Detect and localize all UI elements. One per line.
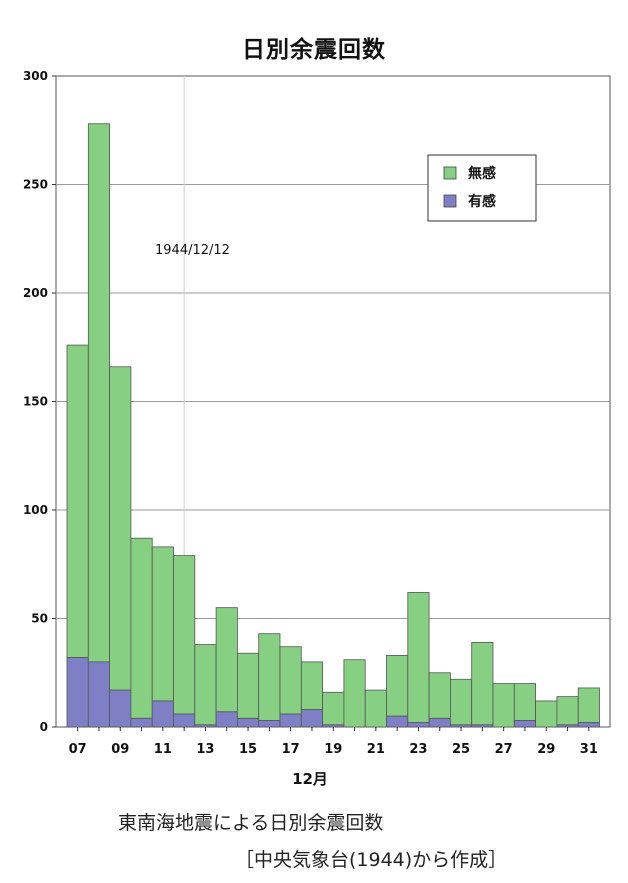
bar-unfelt [236, 652, 260, 719]
x-axis-label: 12月 [292, 770, 328, 788]
y-tick-label: 200 [23, 286, 48, 300]
bar-felt [215, 711, 238, 728]
bars [66, 123, 600, 728]
x-tick-label: 27 [495, 742, 513, 757]
bar-unfelt [513, 683, 536, 721]
bar-unfelt [173, 555, 196, 715]
x-tick-label: 17 [282, 742, 300, 757]
bar-unfelt [279, 646, 302, 715]
bar-felt [130, 717, 153, 728]
bar-unfelt [322, 691, 345, 726]
bar-felt [449, 724, 473, 728]
bar-unfelt [386, 654, 409, 717]
y-tick-label: 0 [40, 720, 48, 734]
bar-unfelt [556, 696, 579, 726]
bar-felt [173, 713, 196, 728]
caption-line-2: ［中央気象台(1944)から作成］ [235, 849, 508, 871]
x-tick-label: 15 [239, 742, 257, 757]
bar-unfelt [492, 683, 515, 728]
bar-felt [236, 717, 260, 728]
x-tick-label: 31 [580, 742, 598, 757]
aftershock-bar-chart: 0 50 100 150 200 250 300 07 09 11 13 15 17 19 21 23 25 27… [23, 69, 611, 788]
bar-unfelt [343, 659, 366, 728]
x-tick-label: 11 [154, 742, 172, 757]
bar-felt [87, 661, 111, 728]
x-tick-label: 07 [69, 742, 87, 757]
bar-unfelt [87, 123, 111, 663]
x-tick-label: 25 [452, 742, 470, 757]
axes: 0 50 100 150 200 250 300 07 09 11 13 15 17 19 21 23 25 27… [23, 69, 598, 757]
caption-line-1: 東南海地震による日別余震回数 [118, 812, 384, 834]
bar-unfelt [66, 344, 89, 658]
bar-felt [151, 700, 174, 728]
bar-unfelt [471, 641, 494, 726]
x-tick-label: 13 [196, 742, 214, 757]
bar-felt [577, 722, 600, 728]
bar-felt [428, 717, 451, 728]
bar-felt [194, 724, 217, 728]
legend-label: 無感 [468, 165, 496, 182]
y-tick-label: 150 [23, 395, 48, 409]
y-tick-label: 250 [23, 178, 48, 192]
bar-unfelt [130, 537, 153, 719]
bar-unfelt [449, 678, 473, 726]
y-tick-label: 300 [23, 69, 48, 83]
legend-swatch [443, 166, 457, 180]
bar-unfelt [258, 633, 281, 721]
x-tick-label: 19 [324, 742, 342, 757]
bar-unfelt [428, 672, 451, 719]
legend-label: 有感 [468, 193, 496, 210]
date-annotation: 1944/12/12 [155, 243, 230, 258]
bar-unfelt [151, 546, 174, 702]
bar-unfelt [194, 644, 217, 726]
y-tick-label: 50 [31, 612, 48, 626]
bar-felt [322, 724, 345, 728]
bar-felt [258, 720, 281, 728]
bar-felt [279, 713, 302, 728]
bar-unfelt [535, 700, 558, 728]
bar-unfelt [300, 661, 323, 711]
bar-felt [386, 715, 409, 728]
bar-felt [556, 724, 579, 728]
bar-felt [513, 720, 536, 728]
bar-felt [471, 724, 494, 728]
bar-felt [109, 689, 132, 728]
bar-unfelt [215, 607, 238, 713]
bar-unfelt [364, 689, 387, 728]
legend-box [427, 154, 537, 222]
bar-unfelt [577, 687, 600, 724]
bar-felt [407, 722, 430, 728]
chart-title: 日別余震回数 [242, 37, 386, 63]
x-tick-label: 21 [367, 742, 385, 757]
x-tick-label: 23 [409, 742, 427, 757]
x-tick-label: 29 [537, 742, 555, 757]
bar-unfelt [109, 366, 132, 691]
legend-swatch [443, 194, 457, 208]
bar-felt [300, 709, 323, 728]
bar-felt [66, 657, 89, 728]
bar-unfelt [407, 592, 430, 724]
x-tick-label: 09 [111, 742, 129, 757]
y-tick-label: 100 [23, 503, 48, 517]
